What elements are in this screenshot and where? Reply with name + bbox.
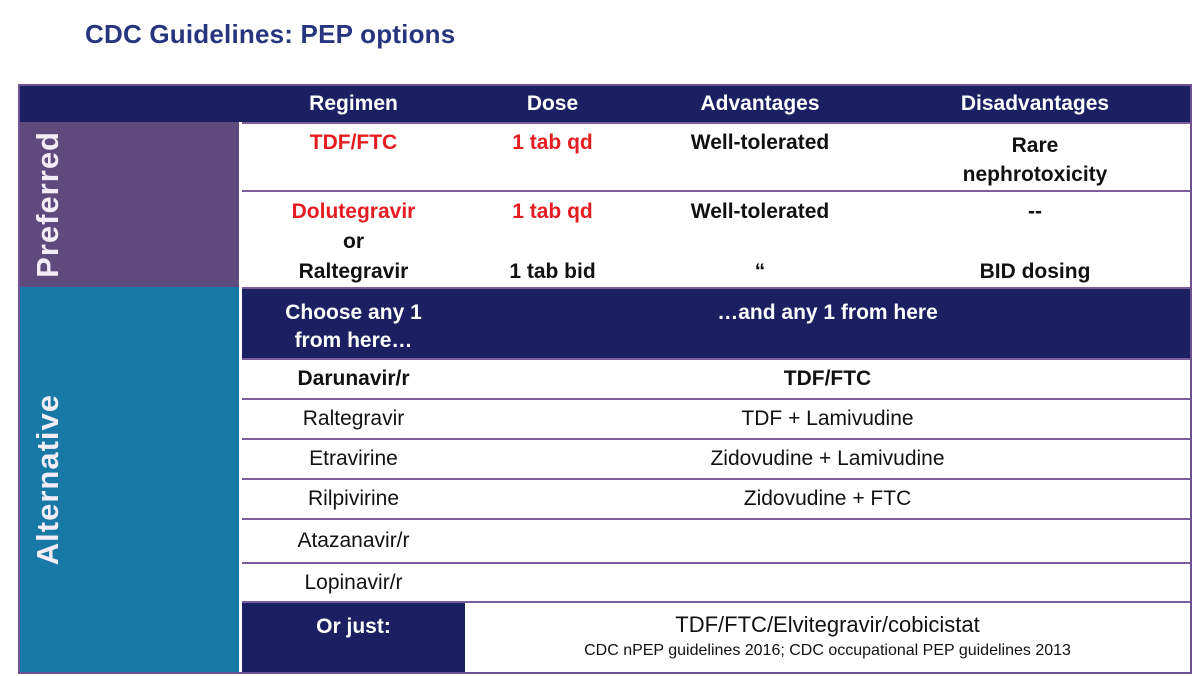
chooser-right-cell: …and any 1 from here [465,287,1190,358]
alt-row-combo [465,562,1190,601]
regimen-dolutegravir: Dolutegravir [291,200,416,223]
chooser-left-cell: Choose any 1 from here… [242,287,465,358]
cell-preferred2-advantages: Well-tolerated “ [640,190,880,287]
or-just-cell: Or just: [242,601,465,672]
dose-1-tab-bid: 1 tab bid [509,260,596,283]
alternative-label: Alternative [30,393,65,566]
alt-row-regimen: Atazanavir/r [242,518,465,562]
advantages-well-tolerated: Well-tolerated [690,200,830,223]
alt-row-regimen: Darunavir/r [242,358,465,398]
disadvantages-bid-dosing: BID dosing [979,260,1091,283]
cell-preferred2-dose: 1 tab qd 1 tab bid [465,190,640,287]
alt-row-regimen: Etravirine [242,438,465,478]
alt-row-combo: TDF/FTC [465,358,1190,398]
cell-preferred1-advantages: Well-tolerated [640,122,880,190]
footer-combo: TDF/FTC/Elvitegravir/cobicistat [675,612,980,637]
header-disadvantages: Disadvantages [880,86,1190,122]
page-title: CDC Guidelines: PEP options [85,19,456,49]
alt-row-combo: Zidovudine + FTC [465,478,1190,518]
header-advantages: Advantages [640,86,880,122]
alt-row-regimen: Lopinavir/r [242,562,465,601]
regimen-or: or [343,230,364,253]
pep-options-table: Regimen Dose Advantages Disadvantages Pr… [18,84,1192,674]
cell-preferred1-regimen: TDF/FTC [242,122,465,190]
advantages-ditto-mark: “ [754,260,766,283]
header-regimen: Regimen [242,86,465,122]
footer-combo-cell: TDF/FTC/Elvitegravir/cobicistat CDC nPEP… [465,601,1190,672]
alt-row-regimen: Rilpivirine [242,478,465,518]
preferred-label: Preferred [30,131,65,278]
dose-1-tab-qd: 1 tab qd [512,200,593,223]
alt-row-regimen: Raltegravir [242,398,465,438]
header-corner-cell [20,86,242,122]
footer-citation: CDC nPEP guidelines 2016; CDC occupation… [584,642,1071,659]
alt-row-combo: TDF + Lamivudine [465,398,1190,438]
alt-row-combo: Zidovudine + Lamivudine [465,438,1190,478]
cell-preferred1-dose: 1 tab qd [465,122,640,190]
preferred-section-label-cell: Preferred [20,122,242,287]
cell-preferred2-regimen: Dolutegravir or Raltegravir [242,190,465,287]
header-dose: Dose [465,86,640,122]
cell-preferred1-disadvantages: Rare nephrotoxicity [880,122,1190,190]
alt-row-combo [465,518,1190,562]
alternative-section-label-cell: Alternative [20,287,242,672]
cell-preferred2-disadvantages: -- BID dosing [880,190,1190,287]
disadvantages-none: -- [1028,200,1042,223]
regimen-raltegravir: Raltegravir [298,260,409,283]
